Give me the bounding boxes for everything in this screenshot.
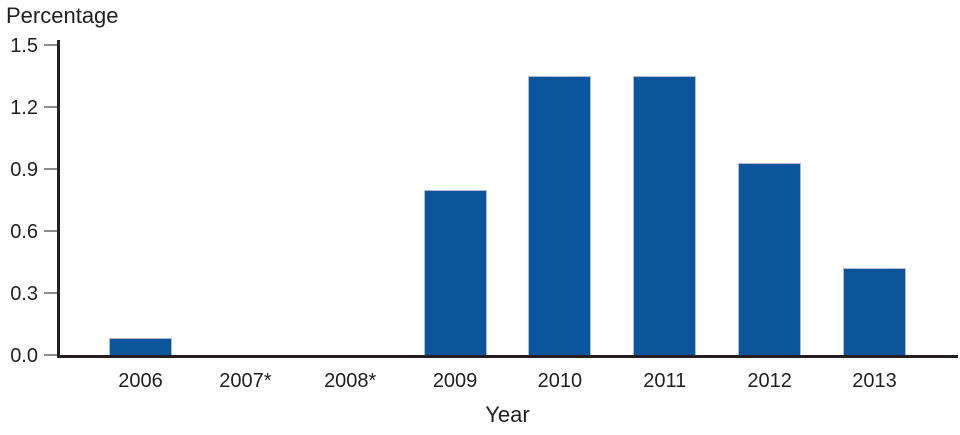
plot-area: 0.0 0.3 0.6 0.9 1.2 1.5 2006 2007* 2008* 2009 2010… [10, 36, 958, 392]
x-tick-label: 2009 [432, 370, 478, 392]
bar-2011 [633, 76, 697, 355]
bar-2013 [843, 268, 906, 355]
y-tick-label: 0.3 [10, 283, 38, 305]
y-tick-label: 0.6 [10, 221, 38, 243]
y-tick-mark [44, 354, 57, 356]
x-tick-label: 2011 [643, 370, 687, 392]
bar-2010 [528, 76, 592, 355]
x-tick-label: 2012 [747, 370, 792, 392]
y-tick-label: 1.2 [10, 97, 38, 119]
bar-2009 [423, 190, 487, 355]
y-tick-label: 1.5 [10, 35, 38, 57]
x-tick-label: 2006 [118, 370, 163, 392]
bar-2012 [738, 163, 802, 355]
y-tick-mark [44, 168, 57, 170]
x-tick-label: 2008* [324, 370, 377, 392]
y-axis-title: Percentage [6, 3, 119, 28]
y-axis-line [57, 40, 60, 358]
y-tick-mark [44, 292, 57, 294]
bar-2006 [109, 338, 172, 355]
y-tick-label: 0.9 [10, 159, 38, 181]
x-axis-line [57, 355, 958, 358]
y-tick-mark [44, 106, 57, 108]
y-tick-mark [44, 230, 57, 232]
x-axis-title: Year [485, 402, 530, 427]
x-tick-label: 2010 [537, 370, 583, 392]
y-tick-mark [44, 44, 57, 46]
x-tick-label: 2013 [852, 370, 897, 392]
y-tick-label: 0.0 [10, 345, 38, 367]
x-tick-label: 2007* [219, 370, 272, 392]
